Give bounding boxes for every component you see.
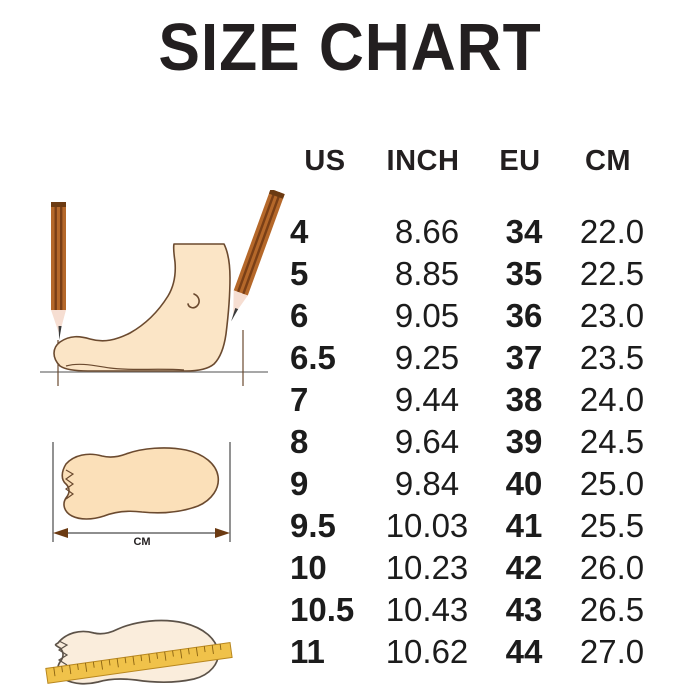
cell-cm: 26.0	[579, 549, 645, 586]
table-row: 5 8.85 35 22.5	[286, 255, 666, 297]
cell-us: 9	[290, 465, 309, 502]
cell-inch: 9.44	[394, 381, 460, 418]
table-row: 8 9.64 39 24.5	[286, 423, 666, 465]
pencil-right-stripe-b	[242, 192, 282, 295]
cell-us: 5	[290, 255, 309, 292]
cell-cm: 27.0	[579, 633, 645, 670]
cell-eu: 34	[505, 213, 543, 250]
cell-cm: 25.5	[579, 507, 645, 544]
cell-cm: 22.5	[579, 255, 645, 292]
table-row: 7 9.44 38 24.0	[286, 381, 666, 423]
cell-eu: 40	[505, 465, 543, 502]
tape-body	[45, 641, 233, 684]
pencil-left-body	[51, 202, 66, 310]
cell-inch: 9.05	[394, 297, 460, 334]
footprint-measuring-tape-illustration	[45, 619, 233, 685]
cell-us: 6	[290, 297, 309, 334]
cm-arrow-right	[215, 528, 230, 538]
cell-eu: 38	[505, 381, 543, 418]
arch-notch-detail	[64, 469, 75, 500]
page-title: SIZE CHART	[158, 10, 542, 85]
cell-inch: 9.64	[394, 423, 460, 460]
cell-inch: 10.03	[385, 507, 469, 544]
size-chart-table: US INCH EU CM 4 8.66 34 22.0 5 8.85 35 22.5 6 9.0…	[286, 145, 666, 675]
pencil-right-end	[268, 190, 285, 199]
cell-eu: 36	[505, 297, 543, 334]
cell-cm: 23.5	[579, 339, 645, 376]
column-header-inch: INCH	[386, 145, 460, 177]
arch-notch-detail-2	[57, 640, 69, 666]
cell-cm: 22.0	[579, 213, 645, 250]
ankle-bone-mark	[187, 293, 200, 309]
cell-inch: 9.25	[394, 339, 460, 376]
pencil-left-wood	[51, 310, 66, 332]
cell-us: 11	[290, 633, 325, 670]
pencil-left-tip	[58, 326, 62, 340]
cell-inch: 10.43	[385, 591, 469, 628]
footprint-cm-illustration: CM	[52, 442, 231, 548]
table-row: 6.5 9.25 37 23.5	[286, 339, 666, 381]
column-header-us: US	[304, 145, 346, 177]
pencil-right-stripe-a	[236, 190, 277, 293]
table-row: 9 9.84 40 25.0	[286, 465, 666, 507]
cell-inch: 10.62	[385, 633, 469, 670]
cell-eu: 37	[505, 339, 543, 376]
table-row: 11 10.62 44 27.0	[286, 633, 666, 675]
pencil-left-stripe-b	[60, 202, 63, 310]
pencil-left	[51, 202, 66, 340]
cell-inch: 8.66	[394, 213, 460, 250]
cell-us: 9.5	[290, 507, 336, 544]
cell-eu: 42	[505, 549, 543, 586]
cell-us: 4	[290, 213, 309, 250]
foot-side-view-with-pencils-illustration	[40, 190, 285, 386]
cell-inch: 8.85	[394, 255, 460, 292]
cell-inch: 10.23	[385, 549, 469, 586]
cell-cm: 24.5	[579, 423, 645, 460]
column-header-cm: CM	[584, 145, 632, 177]
table-header-row: US INCH EU CM	[286, 145, 666, 195]
cell-eu: 39	[505, 423, 543, 460]
cell-cm: 23.0	[579, 297, 645, 334]
cell-us: 10.5	[290, 591, 355, 628]
sole-contour	[65, 363, 185, 371]
measuring-tape	[45, 641, 233, 684]
cell-eu: 35	[505, 255, 543, 292]
cell-us: 6.5	[290, 339, 336, 376]
pencil-left-end	[51, 202, 66, 207]
table-row: 10.5 10.43 43 26.5	[286, 591, 666, 633]
footprint-sole-shape	[61, 447, 220, 520]
cm-arrow-left	[53, 528, 68, 538]
cell-inch: 9.84	[394, 465, 460, 502]
table-row: 10 10.23 42 26.0	[286, 549, 666, 591]
pencil-right	[231, 190, 285, 322]
table-row: 4 8.66 34 22.0	[286, 213, 666, 255]
cell-us: 7	[290, 381, 309, 418]
illustration-column: CM	[18, 190, 286, 690]
pencil-right-tip	[231, 308, 239, 322]
column-header-eu: EU	[499, 145, 541, 177]
cell-cm: 24.0	[579, 381, 645, 418]
cell-cm: 25.0	[579, 465, 645, 502]
cell-eu: 44	[505, 633, 543, 670]
pencil-left-stripe-a	[54, 202, 57, 310]
pencil-right-wood	[233, 290, 248, 315]
table-row: 6 9.05 36 23.0	[286, 297, 666, 339]
tape-ticks	[53, 643, 222, 677]
table-row: 9.5 10.03 41 25.5	[286, 507, 666, 549]
table-body: 4 8.66 34 22.0 5 8.85 35 22.5 6 9.05 36 23.0 6.5 9.25…	[286, 213, 666, 675]
cell-eu: 43	[505, 591, 543, 628]
foot-side-silhouette	[53, 243, 231, 372]
cell-us: 8	[290, 423, 309, 460]
cell-us: 10	[290, 549, 327, 586]
cell-cm: 26.5	[579, 591, 645, 628]
cell-eu: 41	[505, 507, 543, 544]
cm-dimension-label: CM	[133, 536, 150, 548]
